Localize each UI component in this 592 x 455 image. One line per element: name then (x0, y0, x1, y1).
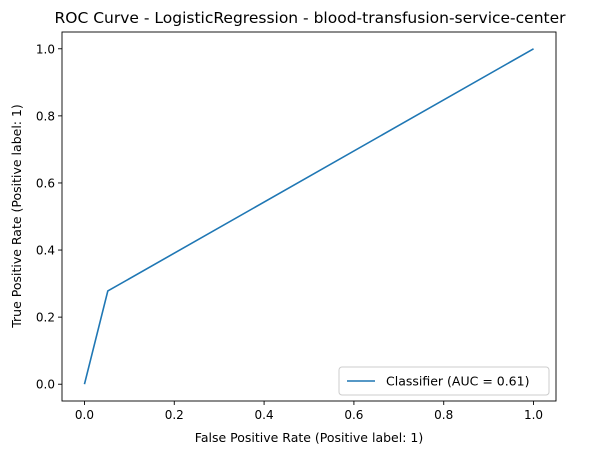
x-tick-label: 0.6 (344, 408, 363, 422)
y-tick-label: 0.8 (36, 109, 55, 123)
roc-curve-line (83, 48, 534, 385)
plot-area (62, 32, 556, 401)
x-tick-label: 0.8 (434, 408, 453, 422)
legend-box (338, 366, 550, 396)
x-tick-label: 1.0 (524, 408, 543, 422)
x-tick-label: 0.4 (255, 408, 274, 422)
y-tick-label: 1.0 (36, 42, 55, 56)
y-tick-label: 0.4 (36, 244, 55, 258)
y-tick-label: 0.6 (36, 176, 55, 190)
y-axis-ticks: 0.0 0.2 0.4 0.6 0.8 1.0 (36, 42, 62, 392)
legend: Classifier (AUC = 0.61) (338, 366, 550, 396)
x-tick-label: 0.0 (75, 408, 94, 422)
x-tick-label: 0.2 (165, 408, 184, 422)
x-axis-label: False Positive Rate (Positive label: 1) (195, 430, 423, 445)
y-axis-label: True Positive Rate (Positive label: 1) (9, 104, 24, 329)
plot-frame (61, 31, 557, 402)
y-tick-label: 0.0 (36, 378, 55, 392)
legend-entry: Classifier (AUC = 0.61) (386, 374, 529, 389)
chart-title: ROC Curve - LogisticRegression - blood-t… (54, 9, 566, 27)
y-tick-label: 0.2 (36, 311, 55, 325)
x-axis-ticks: 0.0 0.2 0.4 0.6 0.8 1.0 (75, 401, 543, 422)
